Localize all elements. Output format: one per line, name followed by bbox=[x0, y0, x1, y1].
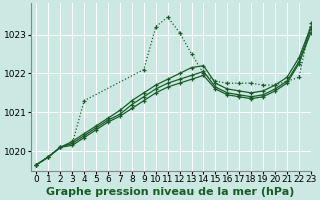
X-axis label: Graphe pression niveau de la mer (hPa): Graphe pression niveau de la mer (hPa) bbox=[46, 187, 295, 197]
